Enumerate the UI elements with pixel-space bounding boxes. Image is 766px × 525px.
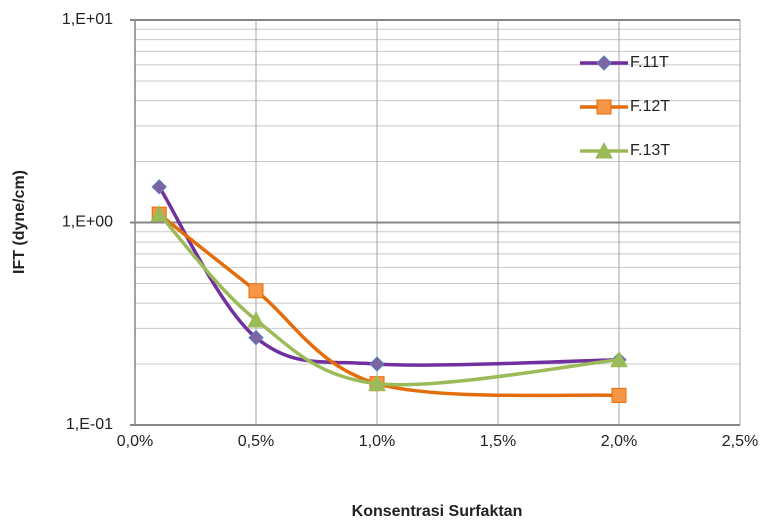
x-tick-label: 2,0%: [601, 433, 637, 450]
x-tick-label: 2,5%: [722, 433, 758, 450]
chart: Konsentrasi Surfaktan IFT (dyne/cm) 0,0%…: [0, 0, 766, 525]
legend-marker: [597, 56, 611, 70]
series-line: [159, 187, 619, 365]
data-point: [370, 357, 384, 371]
x-tick-label: 0,5%: [238, 433, 274, 450]
y-axis-title: IFT (dyne/cm): [11, 170, 28, 274]
y-tick-label: 1,E-01: [66, 416, 113, 433]
series-line: [159, 214, 619, 385]
legend-marker: [597, 100, 611, 114]
legend-label: F.12T: [630, 98, 670, 115]
data-point: [249, 284, 263, 298]
legend-label: F.13T: [630, 142, 670, 159]
x-tick-label: 0,0%: [117, 433, 153, 450]
data-point: [612, 388, 626, 402]
x-tick-label: 1,5%: [480, 433, 516, 450]
y-tick-label: 1,E+00: [62, 214, 113, 231]
legend-label: F.11T: [630, 54, 669, 71]
x-tick-label: 1,0%: [359, 433, 395, 450]
y-tick-label: 1,E+01: [62, 11, 113, 28]
x-axis-title: Konsentrasi Surfaktan: [352, 503, 523, 520]
